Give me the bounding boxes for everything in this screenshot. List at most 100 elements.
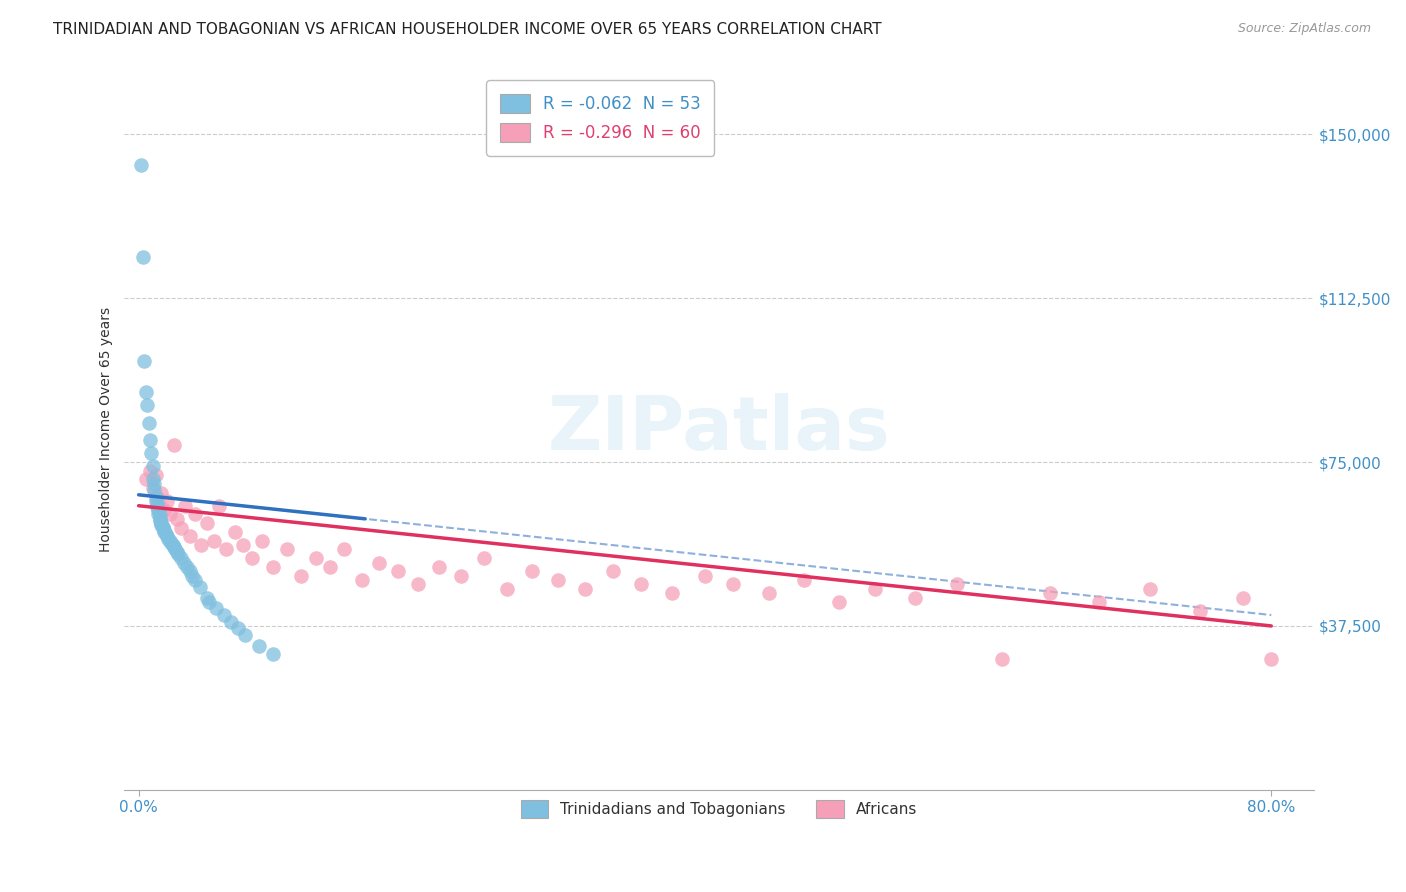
Point (150, 485, 173, 500)
Point (828, 595, 851, 609)
Point (215, 542, 238, 557)
Point (149, 514, 172, 528)
Point (153, 503, 176, 517)
Point (146, 500, 169, 514)
Point (276, 542, 298, 557)
Point (173, 556, 195, 570)
Point (427, 560, 450, 574)
Text: ZIPatlas: ZIPatlas (548, 392, 890, 466)
Point (163, 437, 186, 451)
Point (224, 524, 246, 539)
Point (1232, 591, 1254, 605)
Point (758, 586, 780, 600)
Point (208, 499, 231, 513)
Point (136, 398, 159, 412)
Point (170, 520, 193, 534)
Point (153, 524, 176, 539)
Point (146, 490, 169, 504)
Point (162, 538, 184, 552)
Point (141, 446, 163, 460)
Point (160, 536, 183, 550)
Point (170, 551, 193, 566)
Point (165, 542, 187, 557)
Point (149, 508, 172, 523)
Point (661, 586, 683, 600)
Point (1087, 595, 1109, 609)
Point (693, 568, 716, 582)
Point (145, 494, 167, 508)
Point (723, 577, 745, 591)
Point (167, 547, 190, 561)
Point (155, 527, 177, 541)
Point (184, 573, 207, 587)
Point (176, 560, 198, 574)
Point (247, 639, 270, 653)
Point (1189, 604, 1212, 618)
Point (190, 538, 212, 552)
Point (304, 551, 326, 566)
Point (152, 521, 174, 535)
Point (179, 529, 201, 543)
Point (138, 416, 160, 430)
Point (547, 573, 569, 587)
Point (495, 582, 517, 596)
Point (181, 568, 204, 582)
Point (250, 533, 273, 548)
Point (159, 533, 181, 548)
Point (163, 541, 186, 555)
Point (290, 568, 312, 582)
Point (233, 628, 256, 642)
Point (139, 464, 162, 478)
Point (132, 250, 155, 264)
Point (240, 551, 263, 566)
Point (202, 533, 225, 548)
Point (903, 591, 925, 605)
Point (630, 577, 652, 591)
Point (156, 529, 179, 543)
Point (134, 354, 156, 368)
Point (157, 532, 180, 546)
Point (226, 621, 249, 635)
Point (195, 591, 218, 605)
Point (219, 615, 242, 629)
Point (368, 556, 391, 570)
Point (195, 516, 218, 531)
Point (149, 499, 172, 513)
Point (148, 507, 170, 521)
Point (946, 577, 969, 591)
Point (574, 582, 596, 596)
Point (142, 473, 165, 487)
Point (152, 519, 174, 533)
Point (143, 476, 166, 491)
Point (156, 494, 179, 508)
Point (863, 582, 886, 596)
Legend: Trinidadians and Tobagonians, Africans: Trinidadians and Tobagonians, Africans (513, 793, 925, 826)
Point (472, 551, 495, 566)
Point (406, 577, 429, 591)
Point (1139, 582, 1161, 596)
Point (150, 518, 173, 533)
Point (602, 564, 624, 578)
Point (131, 158, 153, 172)
Point (174, 499, 197, 513)
Point (793, 573, 815, 587)
Point (387, 564, 409, 578)
Point (522, 564, 544, 578)
Point (262, 560, 284, 574)
Point (212, 607, 235, 622)
Point (159, 508, 181, 522)
Point (148, 503, 170, 517)
Point (450, 568, 472, 582)
Y-axis label: Householder Income Over 65 years: Householder Income Over 65 years (100, 307, 114, 552)
Point (150, 516, 173, 531)
Point (184, 508, 207, 522)
Text: TRINIDADIAN AND TOBAGONIAN VS AFRICAN HOUSEHOLDER INCOME OVER 65 YEARS CORRELATI: TRINIDADIAN AND TOBAGONIAN VS AFRICAN HO… (53, 22, 882, 37)
Point (188, 580, 211, 594)
Point (149, 512, 172, 526)
Point (179, 564, 201, 578)
Point (145, 468, 167, 483)
Point (198, 595, 221, 609)
Point (142, 481, 165, 495)
Point (319, 560, 342, 574)
Point (991, 652, 1014, 666)
